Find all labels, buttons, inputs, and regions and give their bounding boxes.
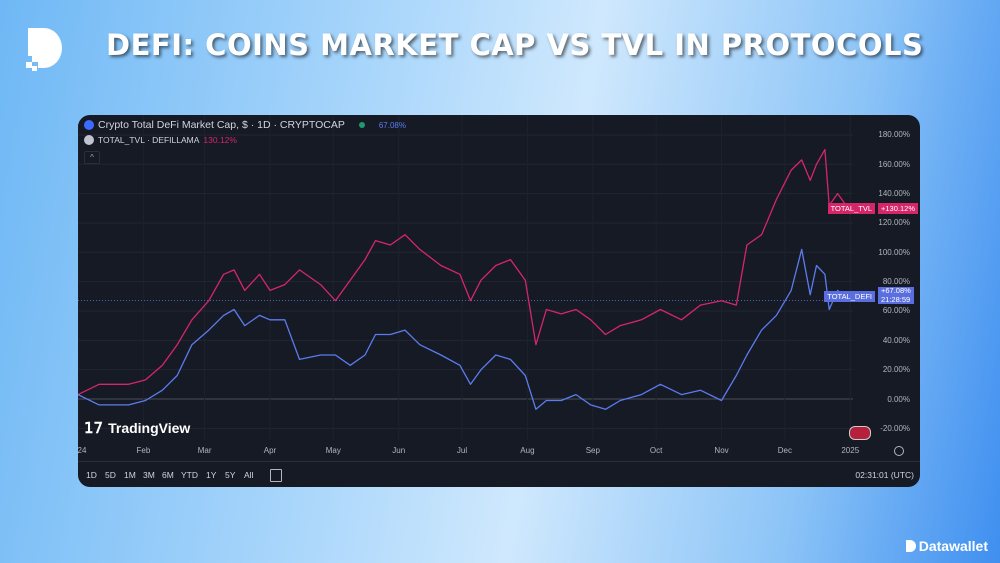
- range-button-1y[interactable]: 1Y: [206, 470, 217, 480]
- range-button-3m[interactable]: 3M: [143, 470, 155, 480]
- legend-defi[interactable]: Crypto Total DeFi Market Cap, $ · 1D · C…: [84, 119, 406, 131]
- series-line-total-tvl[interactable]: [78, 148, 849, 396]
- range-button-all[interactable]: All: [244, 470, 254, 480]
- defi-value: +67.08%: [881, 286, 911, 295]
- y-tick-label: 20.00%: [882, 365, 910, 375]
- x-tick-label: Jul: [456, 446, 468, 455]
- legend-tvl-title: TOTAL_TVL · DEFILLAMA: [98, 135, 200, 145]
- date-range-calendar-icon[interactable]: [270, 469, 282, 482]
- x-tick-label: Oct: [649, 446, 663, 455]
- tradingview-label: TradingView: [108, 420, 191, 436]
- y-tick-label: -20.00%: [880, 423, 910, 433]
- defi-value-tag: +67.08% 21:28:59: [878, 286, 914, 304]
- x-tick-label: Feb: [136, 446, 151, 455]
- settings-icon[interactable]: [894, 446, 904, 456]
- x-tick-label: Jun: [392, 446, 406, 455]
- y-tick-label: 60.00%: [882, 306, 910, 316]
- x-tick-label: 2025: [841, 446, 860, 455]
- range-button-1d[interactable]: 1D: [86, 470, 97, 480]
- defi-countdown: 21:28:59: [881, 294, 911, 304]
- range-button-1m[interactable]: 1M: [124, 470, 136, 480]
- x-tick-label: Mar: [197, 446, 212, 455]
- x-tick-label: Apr: [263, 446, 277, 455]
- legend-defi-value: 67.08%: [378, 120, 406, 130]
- y-tick-label: 100.00%: [878, 247, 910, 257]
- range-button-6m[interactable]: 6M: [162, 470, 174, 480]
- tvl-value-tag: +130.12%: [878, 203, 918, 214]
- legend-tvl[interactable]: TOTAL_TVL · DEFILLAMA 130.12%: [84, 135, 237, 145]
- y-tick-label: 0.00%: [887, 394, 910, 404]
- y-tick-label: 140.00%: [878, 189, 910, 199]
- collapse-legend-button[interactable]: ^: [84, 151, 100, 164]
- datawallet-logo-icon: [26, 28, 62, 71]
- clock[interactable]: 02:31:01 (UTC): [855, 470, 914, 480]
- compare-flags-icon[interactable]: [849, 426, 871, 440]
- bottom-toolbar: 1D 5D 1M 3M 6M YTD 1Y 5Y All 02:31:01 (UTC): [78, 461, 920, 487]
- x-tick-label: 24: [78, 446, 87, 455]
- us-flag-icon: [84, 135, 94, 145]
- x-tick-label: Aug: [520, 446, 535, 455]
- chart-svg[interactable]: [78, 115, 920, 487]
- chart-panel[interactable]: Crypto Total DeFi Market Cap, $ · 1D · C…: [78, 115, 920, 487]
- defi-symbol-icon: [84, 120, 94, 130]
- legend-defi-title: Crypto Total DeFi Market Cap, $ · 1D · C…: [98, 119, 345, 131]
- range-button-ytd[interactable]: YTD: [181, 470, 198, 480]
- datawallet-small-logo-icon: [905, 540, 916, 552]
- tvl-name-tag: TOTAL_TVL: [827, 203, 875, 214]
- y-tick-label: 120.00%: [878, 218, 910, 228]
- tradingview-logo-icon: 𝟣𝟩: [84, 420, 104, 437]
- x-tick-label: Sep: [585, 446, 600, 455]
- page-title: DEFI: COINS MARKET CAP VS TVL IN PROTOCO…: [106, 28, 924, 62]
- range-button-5d[interactable]: 5D: [105, 470, 116, 480]
- x-tick-label: May: [325, 446, 341, 455]
- range-button-5y[interactable]: 5Y: [225, 470, 236, 480]
- y-tick-label: 40.00%: [882, 335, 910, 345]
- tradingview-watermark[interactable]: 𝟣𝟩 TradingView: [84, 419, 190, 437]
- brand-label: Datawallet: [918, 538, 988, 554]
- series-line-total-defi[interactable]: [78, 248, 849, 410]
- datawallet-brand: Datawallet: [905, 538, 988, 554]
- y-tick-label: 180.00%: [878, 130, 910, 140]
- defi-name-tag: TOTAL_DEFI: [824, 291, 875, 302]
- y-tick-label: 160.00%: [878, 159, 910, 169]
- market-status-icon: [358, 122, 365, 128]
- x-tick-label: Dec: [777, 446, 792, 455]
- legend-tvl-value: 130.12%: [203, 135, 237, 145]
- y-tick-label: 80.00%: [882, 277, 910, 287]
- x-tick-label: Nov: [714, 446, 729, 455]
